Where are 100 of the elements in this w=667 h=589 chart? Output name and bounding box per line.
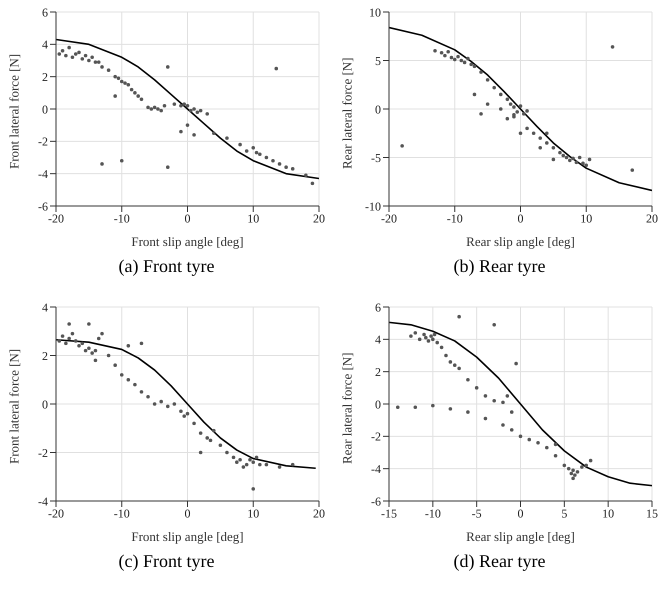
point bbox=[552, 158, 556, 162]
point bbox=[501, 422, 505, 426]
point bbox=[448, 360, 452, 364]
point bbox=[140, 341, 144, 345]
point bbox=[278, 464, 282, 468]
line-series bbox=[56, 338, 317, 469]
point bbox=[564, 156, 568, 160]
point bbox=[536, 440, 540, 444]
point bbox=[479, 112, 483, 116]
point bbox=[67, 322, 71, 326]
point bbox=[492, 86, 496, 90]
point bbox=[212, 428, 216, 432]
point bbox=[126, 344, 130, 348]
point bbox=[573, 472, 577, 476]
y-tick-label: -4 bbox=[38, 494, 48, 508]
point bbox=[264, 462, 268, 466]
point bbox=[562, 463, 566, 467]
point bbox=[515, 110, 519, 114]
x-tick-label: -10 bbox=[424, 506, 441, 520]
x-axis-title: Rear slip angle [deg] bbox=[466, 234, 575, 249]
point bbox=[244, 462, 248, 466]
point bbox=[70, 331, 74, 335]
x-tick-label: 10 bbox=[580, 212, 592, 226]
point bbox=[242, 464, 246, 468]
point bbox=[492, 322, 496, 326]
point bbox=[498, 107, 503, 111]
point bbox=[90, 350, 94, 354]
x-axis-title: Front slip angle [deg] bbox=[131, 528, 244, 544]
point bbox=[545, 131, 549, 136]
x-axis-title: Front slip angle [deg] bbox=[131, 234, 244, 249]
point bbox=[518, 434, 522, 438]
y-tick-label: 2 bbox=[42, 348, 48, 362]
y-tick-label: -2 bbox=[371, 429, 381, 444]
x-tick-label: 0 bbox=[518, 212, 524, 226]
y-tick-label: 0 bbox=[375, 102, 381, 116]
text: (a) Front tyre bbox=[118, 256, 216, 277]
point bbox=[60, 334, 64, 338]
point bbox=[532, 131, 536, 136]
point bbox=[510, 428, 514, 432]
x-tick-label: 0 bbox=[184, 212, 190, 226]
point bbox=[576, 470, 580, 474]
x-tick-label: 10 bbox=[602, 506, 614, 520]
y-tick-label: -4 bbox=[371, 461, 381, 476]
point bbox=[152, 402, 156, 406]
point bbox=[418, 337, 422, 341]
x-tick-label: -20 bbox=[48, 212, 64, 226]
point bbox=[254, 455, 258, 459]
x-tick-label: -5 bbox=[472, 506, 482, 520]
point bbox=[414, 330, 418, 334]
point bbox=[74, 338, 78, 342]
x-tick-label: 5 bbox=[561, 506, 568, 520]
point bbox=[409, 334, 413, 338]
point bbox=[225, 450, 229, 454]
point bbox=[440, 345, 444, 349]
point bbox=[466, 410, 470, 414]
point bbox=[64, 341, 68, 345]
point bbox=[522, 112, 526, 116]
point bbox=[433, 49, 437, 53]
point bbox=[527, 437, 532, 441]
point bbox=[457, 366, 461, 370]
x-tick-label: -20 bbox=[381, 212, 397, 226]
point bbox=[498, 92, 503, 96]
y-axis-title: Rear lateral force [N] bbox=[340, 352, 355, 464]
point bbox=[506, 98, 510, 102]
point bbox=[452, 58, 457, 62]
point bbox=[518, 131, 522, 136]
point bbox=[205, 436, 210, 440]
point bbox=[290, 462, 294, 466]
x-tick-label: 0 bbox=[184, 506, 190, 520]
y-tick-label: 4 bbox=[375, 332, 381, 346]
point bbox=[571, 468, 575, 472]
point bbox=[571, 476, 575, 480]
point bbox=[610, 45, 614, 49]
y-axis-title: Front lateral force [N] bbox=[6, 54, 22, 169]
x-tick-label: -10 bbox=[446, 212, 463, 226]
point bbox=[456, 54, 460, 58]
point bbox=[84, 348, 88, 352]
point bbox=[67, 336, 71, 340]
point bbox=[525, 109, 529, 113]
point bbox=[444, 353, 448, 357]
y-tick-label: -6 bbox=[371, 494, 381, 508]
point bbox=[484, 394, 488, 398]
y-tick-label: -4 bbox=[38, 166, 48, 181]
y-tick-label: -2 bbox=[38, 445, 48, 460]
y-tick-label: 10 bbox=[369, 5, 381, 20]
line-series bbox=[389, 26, 652, 192]
point bbox=[251, 486, 256, 490]
x-tick-label: 20 bbox=[313, 212, 325, 226]
point bbox=[479, 70, 483, 74]
point bbox=[258, 462, 262, 466]
point bbox=[208, 438, 212, 442]
point bbox=[506, 394, 510, 398]
point bbox=[472, 64, 476, 68]
point bbox=[87, 322, 91, 326]
point bbox=[435, 340, 439, 344]
point bbox=[94, 348, 98, 352]
point bbox=[584, 463, 588, 467]
point bbox=[80, 341, 84, 345]
point bbox=[486, 78, 490, 82]
point bbox=[545, 141, 549, 145]
